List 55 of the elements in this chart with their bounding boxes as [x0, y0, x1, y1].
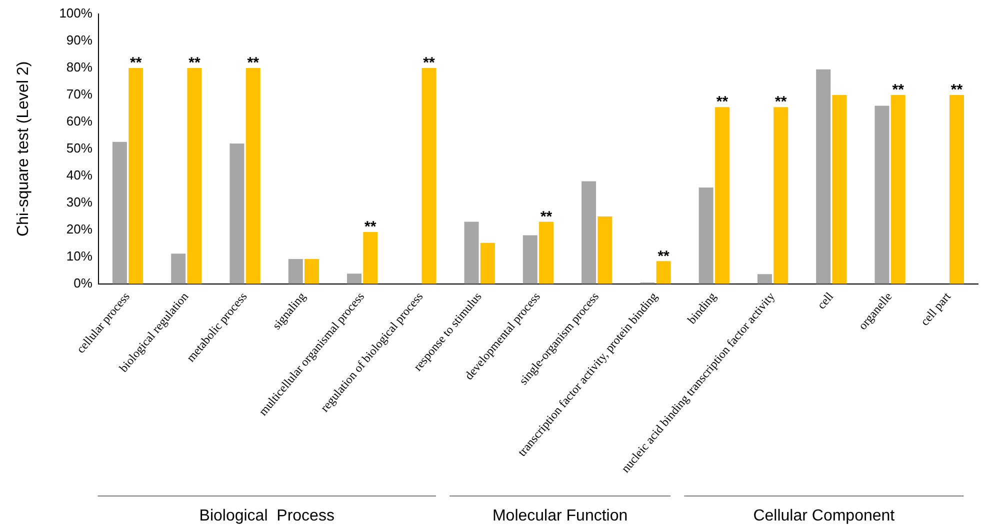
bar	[890, 94, 906, 284]
annotation: **	[540, 208, 552, 226]
annotation: **	[658, 248, 670, 265]
bar	[112, 142, 127, 284]
bar	[480, 242, 495, 284]
bar	[171, 254, 186, 284]
bar	[582, 181, 596, 284]
text: Biological Process	[199, 507, 334, 524]
bar	[346, 274, 362, 284]
annotation: **	[188, 54, 200, 72]
bar	[757, 274, 772, 284]
bar	[246, 68, 260, 284]
bar	[522, 235, 538, 284]
bar	[774, 107, 788, 284]
bar	[816, 69, 831, 284]
annotation: **	[423, 54, 436, 72]
bar	[304, 259, 319, 284]
y-tick-label: 80%	[66, 60, 93, 75]
bar	[230, 144, 244, 284]
y-tick-label: 100%	[59, 6, 93, 21]
annotation: **	[247, 54, 260, 72]
y-tick-label: 40%	[66, 167, 93, 182]
y-tick-label: 90%	[66, 32, 93, 48]
bar	[288, 259, 303, 284]
y-tick-label: 10%	[66, 248, 93, 264]
y-tick-label: 50%	[66, 140, 93, 156]
bar	[539, 222, 554, 284]
bar	[422, 68, 436, 284]
bar	[949, 94, 964, 284]
bar	[187, 68, 202, 284]
y-tick-label: 0%	[74, 275, 93, 290]
annotation: **	[364, 218, 376, 236]
y-axis-title: Chi-square test (Level 2)	[15, 61, 32, 237]
y-tick-label: 20%	[66, 221, 93, 236]
bar	[128, 68, 144, 284]
annotation: **	[774, 94, 787, 111]
bar	[874, 106, 890, 284]
bar	[464, 222, 479, 284]
x-tick-label: cell	[814, 288, 837, 312]
text: Cellular Component	[753, 507, 896, 524]
bar	[363, 232, 378, 284]
text: Molecular Function	[492, 507, 628, 524]
x-tick-label: cell part	[918, 288, 954, 328]
y-tick-label: 70%	[66, 86, 93, 102]
bar	[832, 94, 847, 284]
annotation: **	[950, 82, 963, 99]
annotation: **	[892, 82, 904, 99]
bar	[598, 216, 612, 284]
y-tick-label: 30%	[66, 194, 93, 210]
annotation: **	[130, 54, 142, 72]
y-tick-label: 60%	[66, 114, 93, 129]
bar	[714, 107, 730, 284]
bar	[656, 261, 671, 284]
annotation: **	[716, 94, 728, 111]
bar	[698, 188, 714, 284]
